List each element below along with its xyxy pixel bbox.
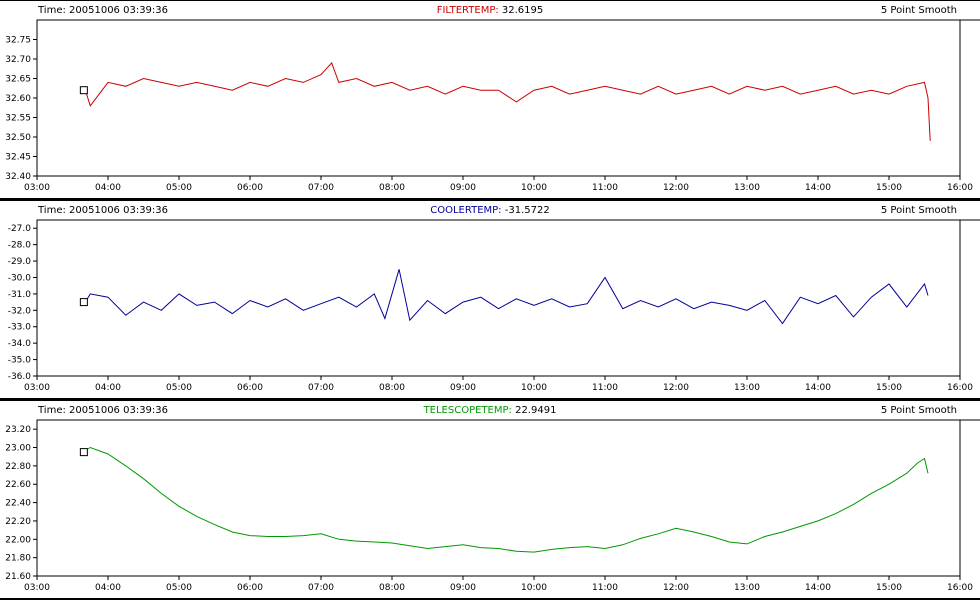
plot-frame (36, 19, 961, 177)
series-line-telescopetemp (85, 446, 929, 553)
x-tick-label: 09:00 (450, 583, 476, 593)
filtertemp-panel: 32.75 32.70 32.65 32.60 32.55 32.50 32.45 32.40… (0, 0, 980, 200)
y-tick-label: -27.0 (8, 224, 32, 234)
y-tick-label: -35.0 (8, 356, 32, 366)
x-tick-label: 10:00 (521, 583, 547, 593)
cursor-marker (79, 448, 88, 457)
x-tick-label: 04:00 (95, 583, 121, 593)
telescopetemp-title: TELESCOPETEMP: 22.9491 (0, 405, 980, 416)
y-tick-label: 32.55 (5, 114, 31, 124)
y-tick-label: 23.20 (5, 425, 31, 435)
x-tick-label: 12:00 (663, 583, 689, 593)
y-tick-label: 22.20 (5, 517, 31, 527)
smoothing-label: 5 Point Smooth (880, 5, 957, 16)
y-tick-label: 23.00 (5, 444, 31, 454)
x-tick-label: 04:00 (95, 383, 121, 393)
x-tick-label: 05:00 (166, 583, 192, 593)
series-name: TELESCOPETEMP: (423, 405, 512, 416)
telescopetemp-chart: 23.20 23.00 22.80 22.60 22.40 22.20 22.00 21.80… (0, 400, 980, 600)
x-tick-label: 12:00 (663, 183, 689, 193)
x-tick-label: 04:00 (95, 183, 121, 193)
x-tick-label: 15:00 (876, 183, 902, 193)
x-tick-label: 12:00 (663, 383, 689, 393)
y-tick-label: 32.50 (5, 133, 31, 143)
x-tick-label: 03:00 (24, 183, 50, 193)
y-tick-label: 22.60 (5, 480, 31, 490)
y-tick-label: 22.80 (5, 462, 31, 472)
y-tick-label: 21.80 (5, 554, 31, 564)
x-tick-label: 14:00 (805, 383, 831, 393)
y-tick-label: 21.60 (5, 572, 31, 582)
x-tick-label: 07:00 (308, 183, 334, 193)
y-tick-label: -31.0 (8, 290, 32, 300)
x-tick-label: 09:00 (450, 383, 476, 393)
x-tick-label: 07:00 (308, 383, 334, 393)
x-tick-label: 14:00 (805, 183, 831, 193)
y-tick-label: -29.0 (8, 257, 32, 267)
x-tick-label: 03:00 (24, 383, 50, 393)
x-tick-label: 16:00 (947, 583, 973, 593)
y-tick-label: 32.45 (5, 153, 31, 163)
y-tick-label: 32.70 (5, 55, 31, 65)
time-label: Time: 20051006 03:39:36 (38, 5, 169, 16)
x-tick-label: 15:00 (876, 383, 902, 393)
y-tick-label: -32.0 (8, 306, 32, 316)
x-tick-label: 07:00 (308, 583, 334, 593)
x-tick-label: 10:00 (521, 383, 547, 393)
x-tick-label: 08:00 (379, 383, 405, 393)
telescopetemp-panel: 23.20 23.00 22.80 22.60 22.40 22.20 22.00 21.80… (0, 400, 980, 600)
series-current-value: 32.6195 (501, 5, 544, 16)
plot-frame (36, 219, 961, 377)
plot-frame (36, 419, 961, 577)
x-tick-label: 14:00 (805, 583, 831, 593)
y-tick-label: 32.60 (5, 94, 31, 104)
cursor-marker (79, 298, 88, 307)
x-tick-label: 16:00 (947, 383, 973, 393)
x-tick-label: 05:00 (166, 183, 192, 193)
time-label: Time: 20051006 03:39:36 (38, 405, 169, 416)
x-tick-label: 11:00 (592, 583, 618, 593)
x-tick-label: 09:00 (450, 183, 476, 193)
y-tick-label: 32.65 (5, 75, 31, 85)
x-tick-label: 13:00 (734, 583, 760, 593)
x-tick-label: 11:00 (592, 383, 618, 393)
coolertemp-title: COOLERTEMP: -31.5722 (0, 205, 980, 216)
series-current-value: -31.5722 (504, 205, 550, 216)
x-tick-label: 08:00 (379, 183, 405, 193)
filtertemp-chart: 32.75 32.70 32.65 32.60 32.55 32.50 32.45 32.40… (0, 0, 980, 200)
series-name: FILTERTEMP: (436, 5, 499, 16)
x-tick-label: 16:00 (947, 183, 973, 193)
y-tick-label: -33.0 (8, 323, 32, 333)
x-tick-label: 13:00 (734, 383, 760, 393)
series-name: COOLERTEMP: (430, 205, 502, 216)
y-tick-label: -28.0 (8, 241, 32, 251)
smoothing-label: 5 Point Smooth (880, 205, 957, 216)
x-tick-label: 08:00 (379, 583, 405, 593)
x-tick-label: 11:00 (592, 183, 618, 193)
series-current-value: 22.9491 (515, 405, 557, 416)
x-tick-label: 06:00 (237, 383, 263, 393)
series-line-coolertemp (84, 269, 929, 325)
x-tick-label: 13:00 (734, 183, 760, 193)
x-tick-label: 05:00 (166, 383, 192, 393)
filtertemp-title: FILTERTEMP: 32.6195 (0, 5, 980, 16)
series-line-filtertemp (84, 61, 931, 141)
time-label: Time: 20051006 03:39:36 (38, 205, 169, 216)
y-tick-label: 32.40 (5, 172, 31, 182)
y-tick-label: -30.0 (8, 273, 32, 283)
cursor-marker (79, 86, 88, 95)
x-tick-label: 03:00 (24, 583, 50, 593)
y-tick-label: 22.40 (5, 499, 31, 509)
x-tick-label: 10:00 (521, 183, 547, 193)
x-tick-label: 06:00 (237, 183, 263, 193)
x-tick-label: 15:00 (876, 583, 902, 593)
coolertemp-panel: -27.0 -28.0 -29.0 -30.0 -31.0 -32.0 -33.0 -34.0… (0, 200, 980, 400)
coolertemp-chart: -27.0 -28.0 -29.0 -30.0 -31.0 -32.0 -33.0 -34.0… (0, 200, 980, 400)
y-tick-label: 22.00 (5, 535, 31, 545)
y-tick-label: -36.0 (8, 372, 32, 382)
y-tick-label: 32.75 (5, 36, 31, 46)
smoothing-label: 5 Point Smooth (880, 405, 957, 416)
y-tick-label: -34.0 (8, 339, 32, 349)
x-tick-label: 06:00 (237, 583, 263, 593)
